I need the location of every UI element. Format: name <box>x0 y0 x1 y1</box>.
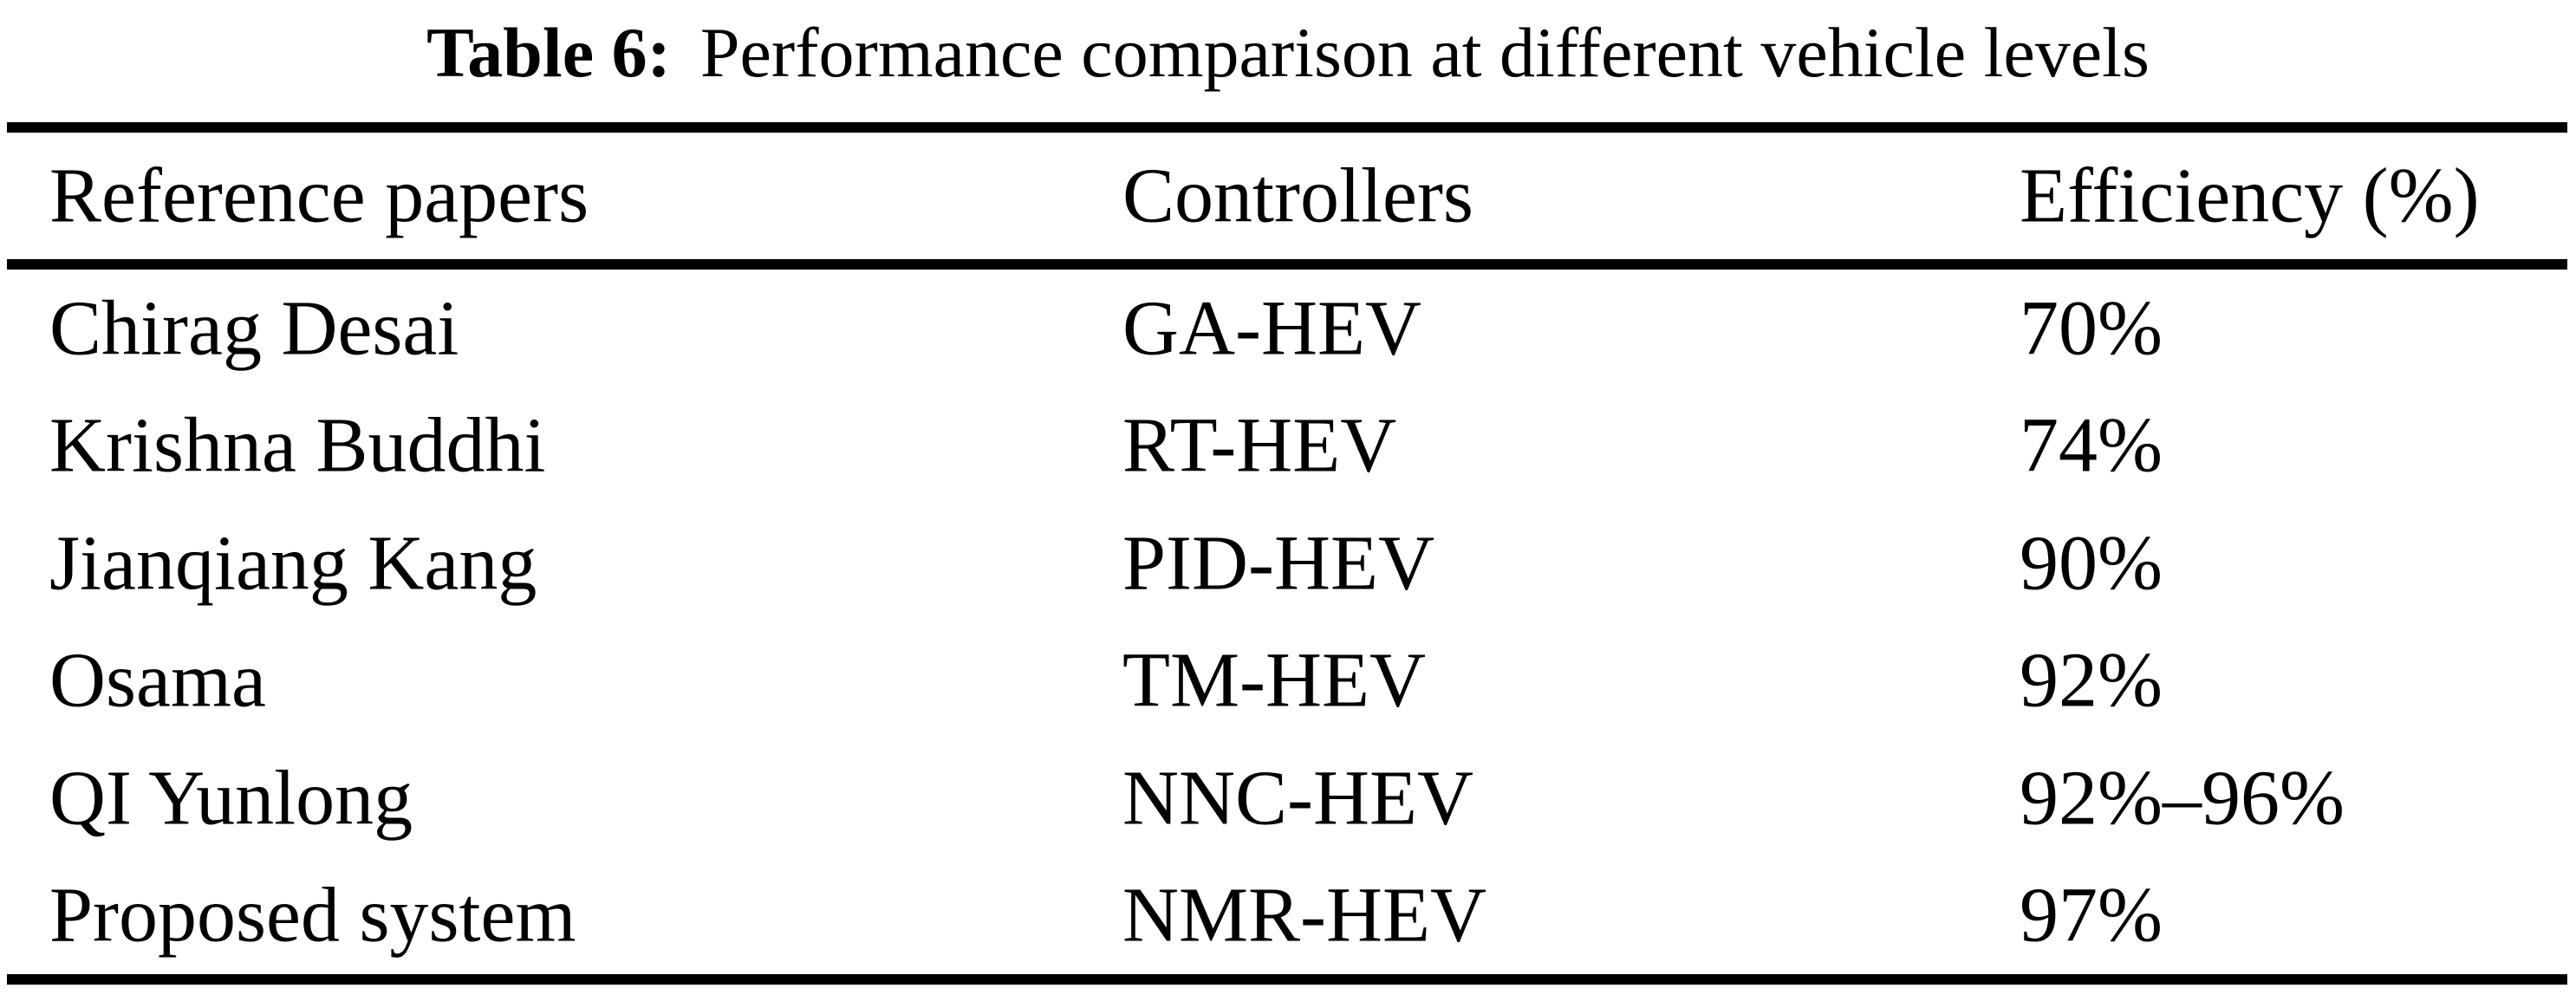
controller-cell: TM-HEV <box>1122 637 1426 724</box>
table-top-rule <box>7 122 2567 133</box>
controller-cell: PID-HEV <box>1122 520 1434 607</box>
efficiency-cell: 90% <box>2020 520 2163 607</box>
column-header-reference-papers: Reference papers <box>49 153 589 239</box>
reference-paper-cell: Jianqiang Kang <box>49 520 537 607</box>
efficiency-cell: 92% <box>2020 637 2163 724</box>
efficiency-cell: 92%–96% <box>2020 755 2345 842</box>
controller-cell: NMR-HEV <box>1122 872 1486 959</box>
table-caption-text: Performance comparison at different vehi… <box>699 13 2150 92</box>
efficiency-cell: 97% <box>2020 872 2163 959</box>
table-row: Jianqiang Kang PID-HEV 90% <box>0 504 2576 622</box>
table-row: QI Yunlong NNC-HEV 92%–96% <box>0 739 2576 857</box>
controller-cell: GA-HEV <box>1122 285 1421 372</box>
efficiency-cell: 74% <box>2020 402 2163 489</box>
table-header-row: Reference papers Controllers Efficiency … <box>0 133 2576 259</box>
column-header-efficiency: Efficiency (%) <box>2020 153 2480 239</box>
reference-paper-cell: QI Yunlong <box>49 755 413 842</box>
table-row: Chirag Desai GA-HEV 70% <box>0 270 2576 387</box>
table-row: Osama TM-HEV 92% <box>0 622 2576 740</box>
controller-cell: NNC-HEV <box>1122 755 1473 842</box>
table-caption-label: Table 6: <box>426 13 671 92</box>
reference-paper-cell: Proposed system <box>49 872 576 959</box>
table-row: Proposed system NMR-HEV 97% <box>0 857 2576 975</box>
table-header-rule <box>7 259 2567 270</box>
table-body: Chirag Desai GA-HEV 70% Krishna Buddhi R… <box>0 270 2576 974</box>
table-bottom-rule <box>7 974 2567 985</box>
column-header-controllers: Controllers <box>1122 153 1473 239</box>
reference-paper-cell: Chirag Desai <box>49 285 459 372</box>
table-row: Krishna Buddhi RT-HEV 74% <box>0 387 2576 505</box>
efficiency-cell: 70% <box>2020 285 2163 372</box>
controller-cell: RT-HEV <box>1122 402 1397 489</box>
reference-paper-cell: Osama <box>49 637 266 724</box>
table-caption: Table 6: Performance comparison at differ… <box>0 5 2576 101</box>
reference-paper-cell: Krishna Buddhi <box>49 402 546 489</box>
